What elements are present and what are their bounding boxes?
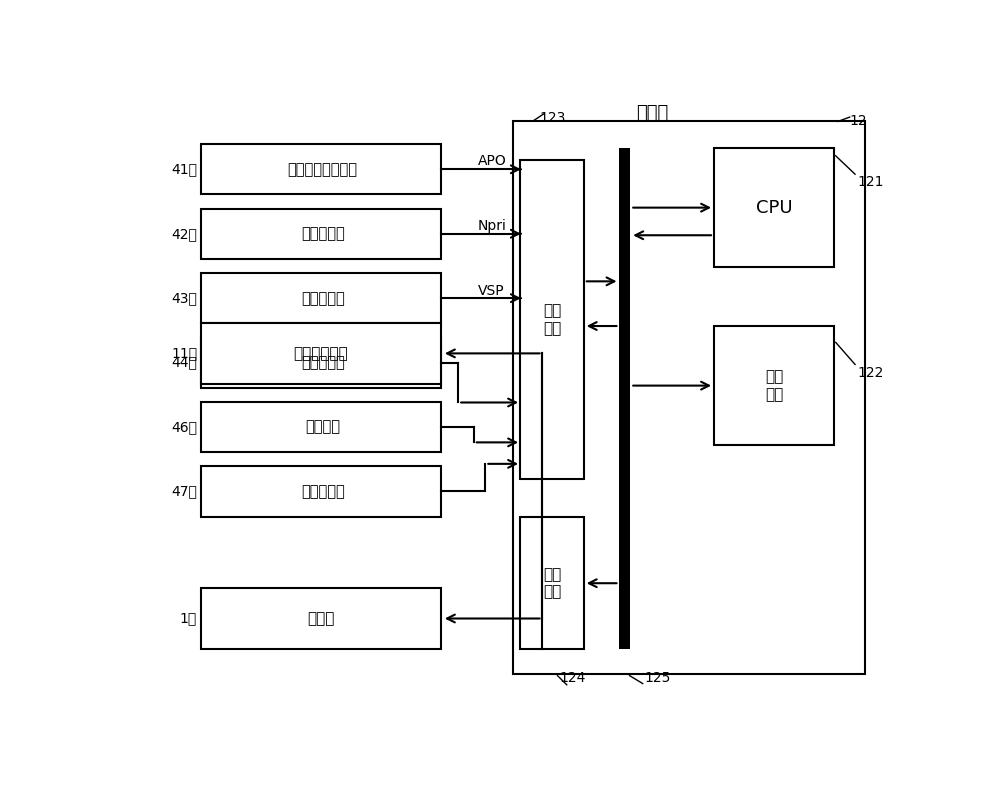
Text: 输入
接口: 输入 接口 [543,304,561,336]
Bar [714,326,834,446]
Bar [201,402,441,452]
Bar [201,588,441,650]
Text: 12: 12 [850,114,867,128]
Text: 122: 122 [857,366,884,379]
Text: 存储
装置: 存储 装置 [765,369,783,402]
Text: 油压控制回路: 油压控制回路 [294,346,348,361]
Text: 123: 123 [540,111,566,125]
Bar [520,517,584,650]
Text: 42～: 42～ [171,226,197,241]
Bar [201,337,441,388]
Text: 121: 121 [857,175,884,190]
Text: 41～: 41～ [171,163,197,176]
Text: Npri: Npri [478,218,507,233]
Text: 加速器开度传感器: 加速器开度传感器 [288,162,358,177]
Bar [512,121,865,673]
Text: 47～: 47～ [171,485,197,498]
Text: CPU: CPU [756,198,792,217]
Text: 控制器: 控制器 [636,104,668,122]
Text: 1～: 1～ [180,611,197,626]
Bar [201,273,441,324]
Bar [714,147,834,268]
Text: 车速传感器: 车速传感器 [301,291,344,306]
Text: 转速传感器: 转速传感器 [301,226,344,241]
Bar [201,144,441,194]
Bar [520,160,584,479]
Text: 124: 124 [559,671,585,685]
Text: 断路开关: 断路开关 [305,419,340,434]
Text: 输出
接口: 输出 接口 [543,567,561,599]
Bar [201,209,441,259]
Text: 制动器开关: 制动器开关 [301,484,344,499]
Text: 46～: 46～ [171,420,197,434]
Text: 44～: 44～ [171,355,197,370]
Text: 11～: 11～ [171,347,197,360]
Text: VSP: VSP [478,284,504,298]
Text: 125: 125 [644,671,671,685]
Text: 43～: 43～ [171,291,197,305]
Text: APO: APO [478,155,506,168]
Text: 发动机: 发动机 [307,611,335,626]
Bar [619,147,630,650]
Bar [201,466,441,516]
Text: 油温传感器: 油温传感器 [301,355,344,370]
Bar [201,323,441,384]
